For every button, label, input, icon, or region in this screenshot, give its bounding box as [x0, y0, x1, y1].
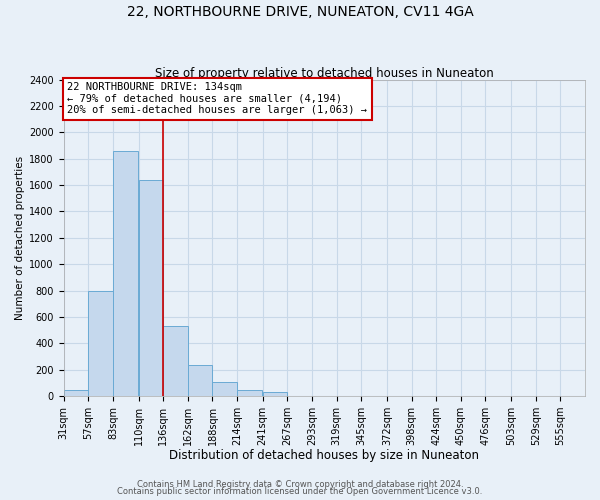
Text: Contains HM Land Registry data © Crown copyright and database right 2024.: Contains HM Land Registry data © Crown c… — [137, 480, 463, 489]
Bar — [163, 326, 188, 396]
Text: 22, NORTHBOURNE DRIVE, NUNEATON, CV11 4GA: 22, NORTHBOURNE DRIVE, NUNEATON, CV11 4G… — [127, 5, 473, 19]
Bar — [139, 180, 163, 396]
Bar — [212, 382, 237, 396]
Y-axis label: Number of detached properties: Number of detached properties — [15, 156, 25, 320]
Bar — [263, 392, 287, 396]
Bar — [64, 390, 88, 396]
X-axis label: Distribution of detached houses by size in Nuneaton: Distribution of detached houses by size … — [169, 450, 479, 462]
Bar — [237, 390, 262, 396]
Text: Contains public sector information licensed under the Open Government Licence v3: Contains public sector information licen… — [118, 487, 482, 496]
Bar — [88, 291, 113, 396]
Bar — [188, 365, 212, 396]
Bar — [113, 150, 137, 396]
Title: Size of property relative to detached houses in Nuneaton: Size of property relative to detached ho… — [155, 66, 494, 80]
Text: 22 NORTHBOURNE DRIVE: 134sqm
← 79% of detached houses are smaller (4,194)
20% of: 22 NORTHBOURNE DRIVE: 134sqm ← 79% of de… — [67, 82, 367, 116]
